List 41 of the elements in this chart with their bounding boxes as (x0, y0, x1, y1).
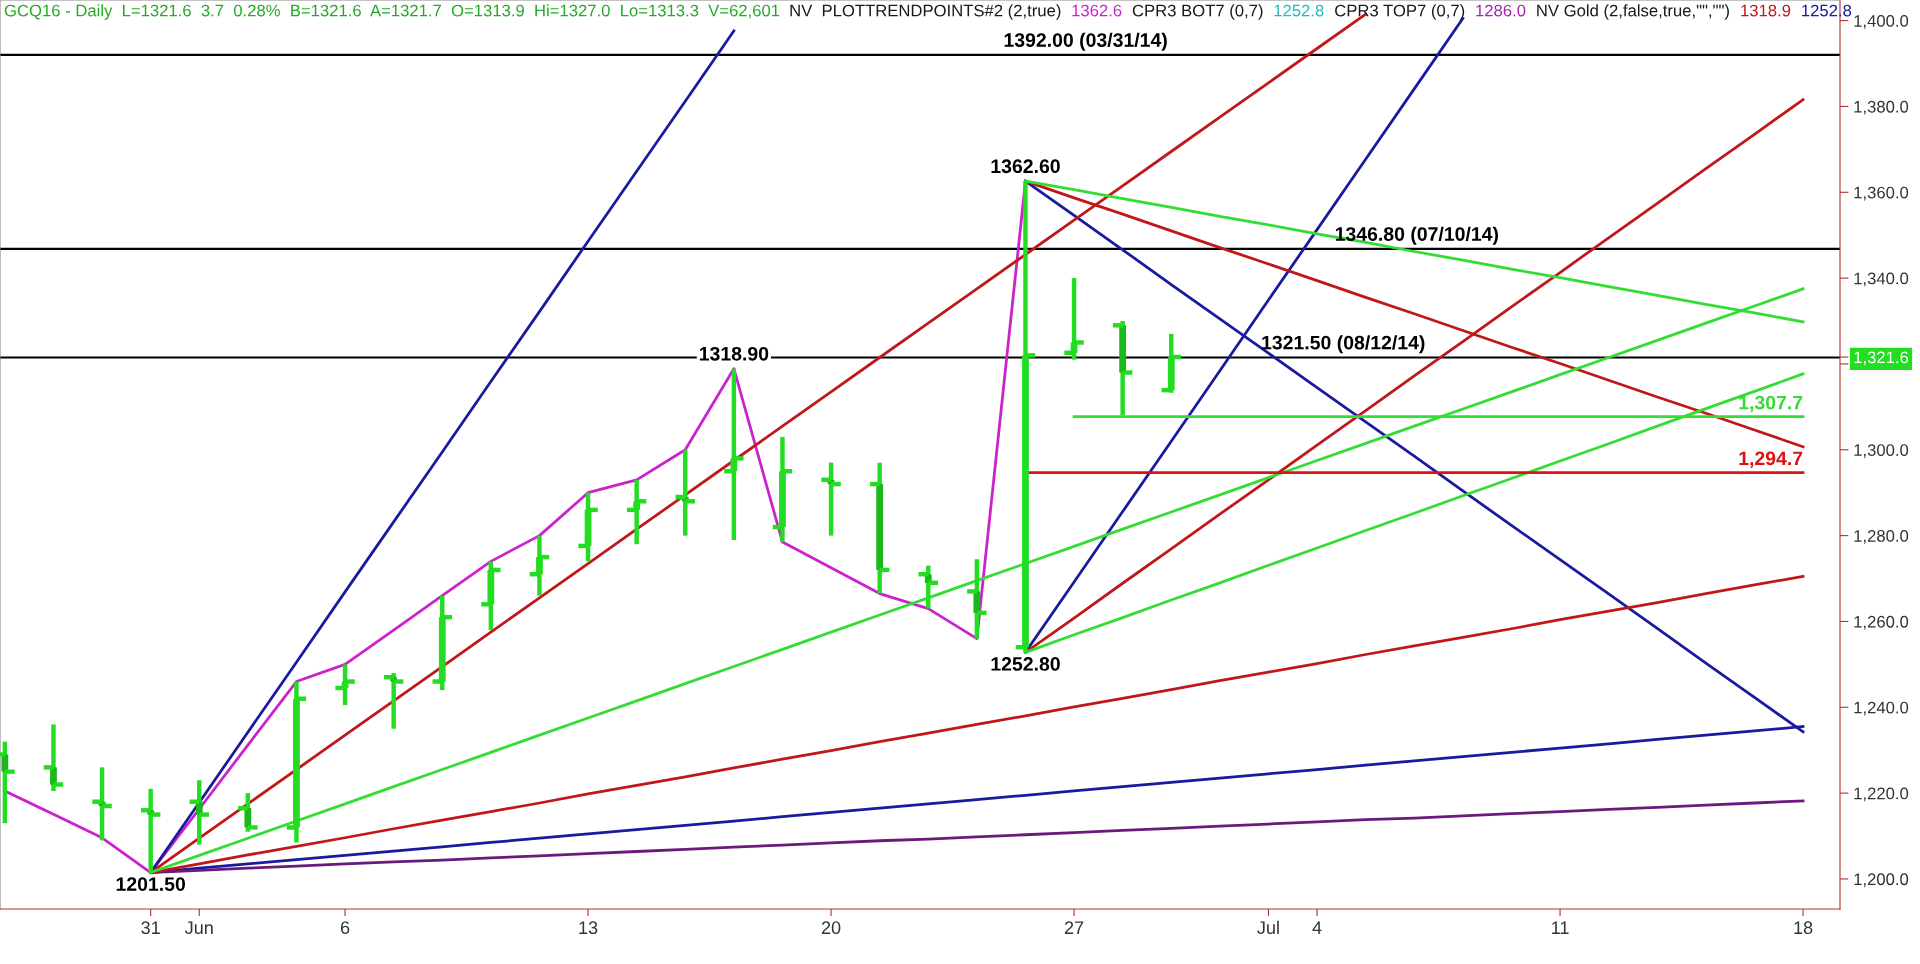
annotation: 1286.0 (1476, 4, 1526, 17)
x-tick-label: 13 (579, 921, 598, 935)
annotation: 1252.8 (1274, 4, 1324, 17)
x-tick-label: Jul (1257, 920, 1279, 935)
y-tick-label: 1,400.0 (1854, 15, 1909, 29)
series-label: 1,294.7 (1739, 451, 1803, 469)
annotation: CPR3 TOP7 (0,7) (1335, 4, 1465, 20)
y-tick-label: 1,280.0 (1854, 530, 1909, 544)
annotation: 1318.90 (699, 346, 769, 361)
x-tick-label: 20 (821, 921, 841, 935)
y-tick-label: 1,380.0 (1854, 100, 1909, 115)
ref-line-label: 1321.50 (08/12/14) (1262, 335, 1425, 354)
x-tick-label: 27 (1064, 921, 1084, 934)
y-tick-label: 1,260.0 (1854, 615, 1909, 630)
annotation: NV Gold (2,false,true,"","") (1537, 4, 1729, 20)
annotation: 1362.60 (991, 159, 1060, 174)
y-tick-label: 1,240.0 (1854, 701, 1909, 716)
x-tick-label: 11 (1552, 921, 1569, 934)
chart-title: GCQ16 - Daily L=1321.6 3.7 0.28% B=1321.6 A=1321.7 O=1313.9 Hi=1327.0 Lo=1313.3 V=62,601 (4, 4, 780, 20)
annotation: 1201.50 (116, 877, 186, 891)
x-tick-label: Jun (184, 921, 213, 935)
annotation: CPR3 BOT7 (0,7) (1132, 4, 1263, 20)
annotation: 1362.6 (1072, 4, 1122, 17)
y-tick-label: 1,321.6 (1854, 351, 1909, 366)
annotation: 1252.8 (1802, 4, 1852, 17)
series-label: 1,307.7 (1739, 395, 1803, 413)
x-tick-label: 6 (340, 921, 350, 935)
y-tick-label: 1,220.0 (1854, 787, 1909, 802)
x-tick-label: 18 (1794, 921, 1813, 935)
annotation: NV PLOTTRENDPOINTS#2 (2,true) (790, 4, 1061, 20)
y-tick-label: 1,360.0 (1854, 186, 1909, 201)
line-series (1024, 372, 1805, 654)
annotation: 1318.9 (1741, 4, 1791, 17)
x-tick-label: 31 (141, 921, 160, 935)
y-tick-label: 1,200.0 (1854, 873, 1909, 888)
ref-line-label: 1346.80 (07/10/14) (1335, 226, 1499, 245)
annotation: 1252.80 (991, 657, 1060, 671)
y-tick-label: 1,300.0 (1854, 444, 1909, 458)
y-tick-label: 1,340.0 (1854, 272, 1909, 287)
ref-line-label: 1392.00 (03/31/14) (1004, 32, 1167, 51)
x-tick-label: 4 (1312, 921, 1322, 934)
